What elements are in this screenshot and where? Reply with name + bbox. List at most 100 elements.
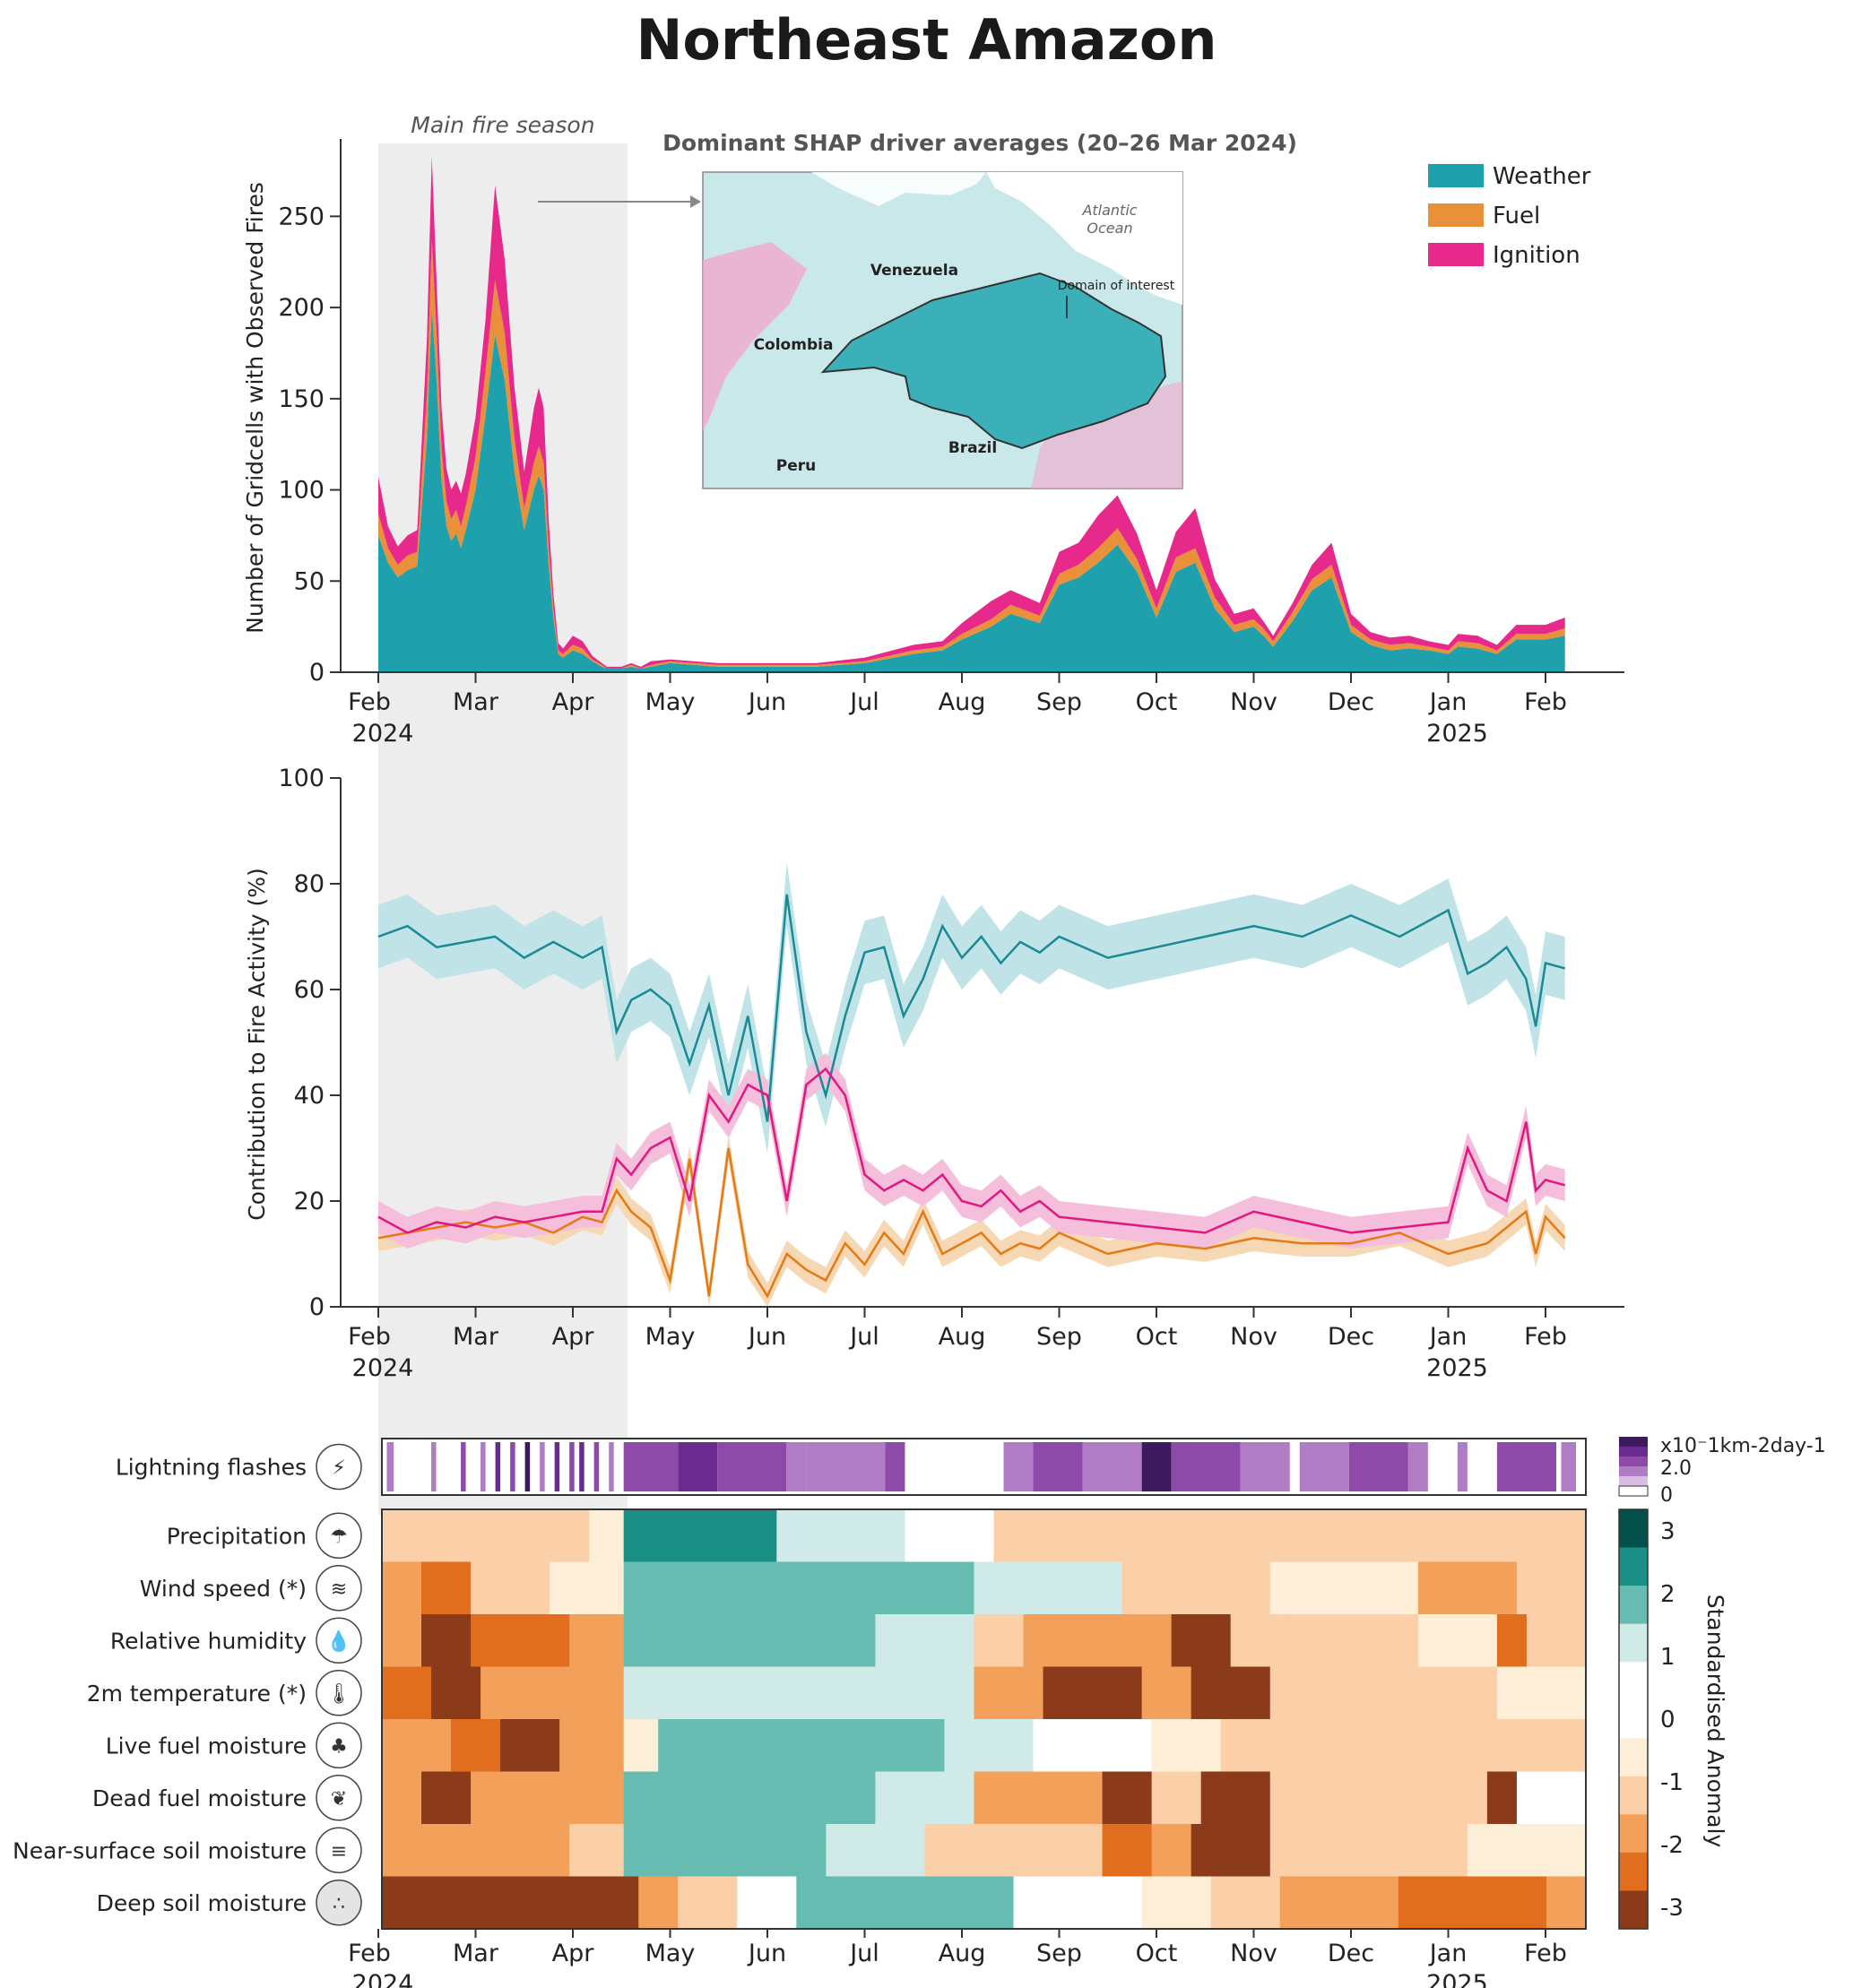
heatmap-cell — [569, 1771, 625, 1824]
anomaly-colorbar-tick-label: -1 — [1660, 1769, 1684, 1796]
heatmap-cell — [382, 1719, 452, 1772]
legend-label-ignition: Ignition — [1493, 242, 1580, 269]
lightning-colorbar-min: 0 — [1660, 1484, 1673, 1507]
heatmap-cell — [757, 1719, 945, 1772]
lightning-bar — [1240, 1442, 1290, 1491]
heatmap-cell — [1171, 1614, 1232, 1667]
legend-swatch-ignition — [1428, 243, 1484, 266]
heatmap-cell — [776, 1509, 905, 1562]
rain-cloud-icon — [316, 1512, 362, 1559]
lightning-bar — [1561, 1442, 1576, 1491]
heatmap-cell — [1496, 1666, 1587, 1719]
soil-surface-icon — [316, 1827, 362, 1873]
lightning-bar — [885, 1442, 905, 1491]
heatmap-cell — [1269, 1561, 1419, 1614]
heatmap-cell — [1546, 1876, 1587, 1929]
p3-x-tick-label: Feb — [348, 1940, 391, 1967]
p1-y-axis-label: Number of Gridcells with Observed Fires — [242, 182, 268, 634]
heatmap-cell — [623, 1824, 827, 1877]
heatmap-row-label: Dead fuel moisture — [92, 1785, 307, 1811]
heatmap-cell — [1151, 1771, 1202, 1824]
soil-deep-icon-glyph: ∴ — [333, 1893, 345, 1915]
heatmap-cell — [974, 1666, 1044, 1719]
anomaly-heatmap-panel: Lightning flashes ⚡ Precipitation ☂ Wind spe… — [13, 1435, 1826, 1988]
soil-surface-icon-glyph: ≡ — [331, 1840, 347, 1863]
thermometer-icon — [316, 1670, 362, 1716]
heatmap-cell — [1496, 1614, 1528, 1667]
heatmap-cell — [623, 1509, 777, 1562]
tree-icon — [316, 1722, 362, 1768]
inset-callout-arrowhead — [690, 195, 701, 208]
legend-label-weather: Weather — [1493, 163, 1591, 190]
p3-x-tick-label: Mar — [453, 1940, 499, 1967]
inset-peru-label: Peru — [776, 457, 816, 475]
contribution-panel: 0 20 40 60 80 100 Contribution to Fire Activit… — [244, 765, 1624, 1382]
heatmap-cell — [1417, 1561, 1468, 1614]
p3-x-tick-label: Nov — [1230, 1940, 1277, 1967]
heatmap-row-label: Precipitation — [167, 1523, 307, 1549]
anomaly-colorbar-step — [1619, 1662, 1648, 1701]
heatmap-row-label: Wind speed (*) — [140, 1576, 307, 1602]
lightning-bar — [1141, 1442, 1172, 1491]
p2-y-tick-label: 80 — [294, 870, 325, 898]
legend-label-fuel: Fuel — [1493, 203, 1540, 229]
heatmap-row-label: 2m temperature (*) — [87, 1681, 307, 1707]
anomaly-colorbar-step — [1619, 1776, 1648, 1815]
anomaly-colorbar-tick-label: -2 — [1660, 1832, 1684, 1859]
lightning-bar — [495, 1442, 501, 1491]
heatmap-cell — [875, 1561, 974, 1614]
lightning-bar — [1407, 1442, 1428, 1491]
heatmap-cell — [569, 1824, 625, 1877]
heatmap-row-label: Lightning flashes — [116, 1455, 307, 1481]
p1-x-tick-label: Mar — [453, 688, 499, 716]
heatmap-cell — [382, 1824, 462, 1877]
heatmap-cell — [826, 1824, 925, 1877]
p1-x-tick-label: Dec — [1328, 688, 1374, 716]
inset-brazil-label: Brazil — [948, 439, 997, 457]
heatmap-cell — [944, 1719, 1035, 1772]
inset-colombia-label: Colombia — [754, 336, 834, 354]
heatmap-cell — [1141, 1666, 1192, 1719]
heatmap-cell — [569, 1666, 625, 1719]
lightning-bar — [678, 1442, 718, 1491]
p3-x-tick-label: Aug — [939, 1940, 986, 1967]
p1-x-tick-label: Jan — [1428, 688, 1468, 716]
heatmap-cell — [382, 1509, 590, 1562]
heatmap-cell — [550, 1561, 625, 1614]
line-series-ignition — [377, 1067, 1566, 1234]
p1-y-tick-label: 250 — [278, 203, 325, 230]
shap-driver-inset-map: Dominant SHAP driver averages (20–26 Mar… — [538, 130, 1297, 489]
anomaly-colorbar-step — [1619, 1586, 1648, 1625]
p2-x-tick-label: Feb — [348, 1323, 391, 1351]
lightning-colorbar-unit: x10⁻1km-2day-1 — [1660, 1435, 1826, 1457]
band-series-weather — [378, 862, 1565, 1154]
p2-x-tick-label: Sep — [1036, 1323, 1082, 1351]
p3-x-tick-label: Jul — [848, 1940, 879, 1967]
lightning-bar — [540, 1442, 545, 1491]
heatmap-cell — [623, 1719, 659, 1772]
heatmap-cell — [1102, 1824, 1153, 1877]
heatmap-cell — [559, 1719, 625, 1772]
heatmap-cell — [500, 1719, 560, 1772]
p3-x-tick-label: Jun — [747, 1940, 786, 1967]
lightning-bar — [579, 1442, 584, 1491]
heatmap-cell — [1043, 1666, 1143, 1719]
heatmap-cell — [974, 1771, 1104, 1824]
wind-icon — [316, 1565, 362, 1612]
p3-x-tick-label: Sep — [1036, 1940, 1082, 1967]
p2-y-tick-label: 0 — [309, 1293, 325, 1321]
p1-y-tick-label: 50 — [294, 567, 325, 595]
heatmap-cell — [1417, 1614, 1498, 1667]
main-fire-season-label: Main fire season — [411, 112, 594, 138]
heatmap-cell — [421, 1561, 472, 1614]
lightning-bar — [1299, 1442, 1349, 1491]
lightning-bar — [1457, 1442, 1468, 1491]
heatmap-cell — [431, 1666, 481, 1719]
leaf-icon-glyph: ❦ — [331, 1788, 347, 1811]
lightning-bar — [1171, 1442, 1241, 1491]
anomaly-colorbar-label: Standardised Anomaly — [1702, 1595, 1728, 1848]
heatmap-cell — [1151, 1824, 1192, 1877]
anomaly-colorbar-tick-label: 2 — [1660, 1581, 1675, 1608]
tree-icon-glyph: ♣ — [330, 1735, 348, 1758]
anomaly-colorbar-tick-label: 3 — [1660, 1518, 1675, 1545]
